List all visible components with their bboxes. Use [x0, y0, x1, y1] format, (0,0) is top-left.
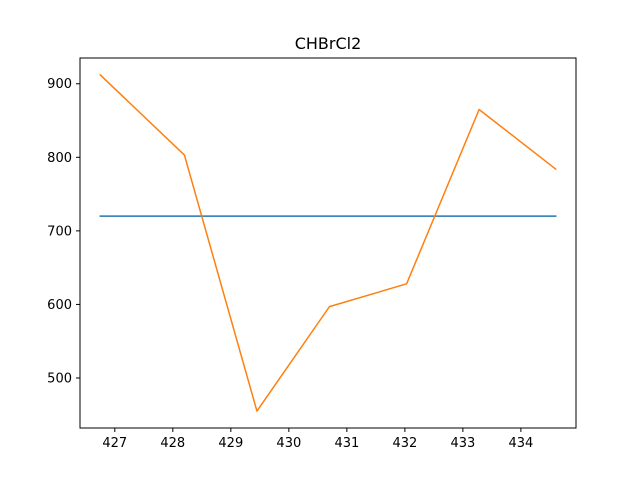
- x-axis: 427 428 429 430 431 432 433 434: [102, 428, 533, 451]
- series-line-1: [99, 73, 557, 412]
- x-tick-label: 429: [218, 436, 243, 451]
- x-tick-label: 434: [508, 436, 533, 451]
- y-tick-label: 600: [47, 298, 72, 313]
- x-tick-label: 428: [160, 436, 185, 451]
- x-tick-label: 427: [102, 436, 127, 451]
- plot-frame: [79, 57, 577, 429]
- x-tick-label: 433: [450, 436, 475, 451]
- y-tick-label: 700: [47, 224, 72, 239]
- chart-title: CHBrCl2: [295, 34, 362, 53]
- y-axis: 500 600 700 800 900: [47, 77, 80, 386]
- x-tick-label: 432: [392, 436, 417, 451]
- plot-area: [80, 58, 576, 428]
- y-tick-label: 800: [47, 151, 72, 166]
- y-tick-label: 900: [47, 77, 72, 92]
- y-tick-label: 500: [47, 371, 72, 386]
- x-tick-label: 430: [276, 436, 301, 451]
- x-tick-label: 431: [334, 436, 359, 451]
- series-layer: [99, 73, 557, 412]
